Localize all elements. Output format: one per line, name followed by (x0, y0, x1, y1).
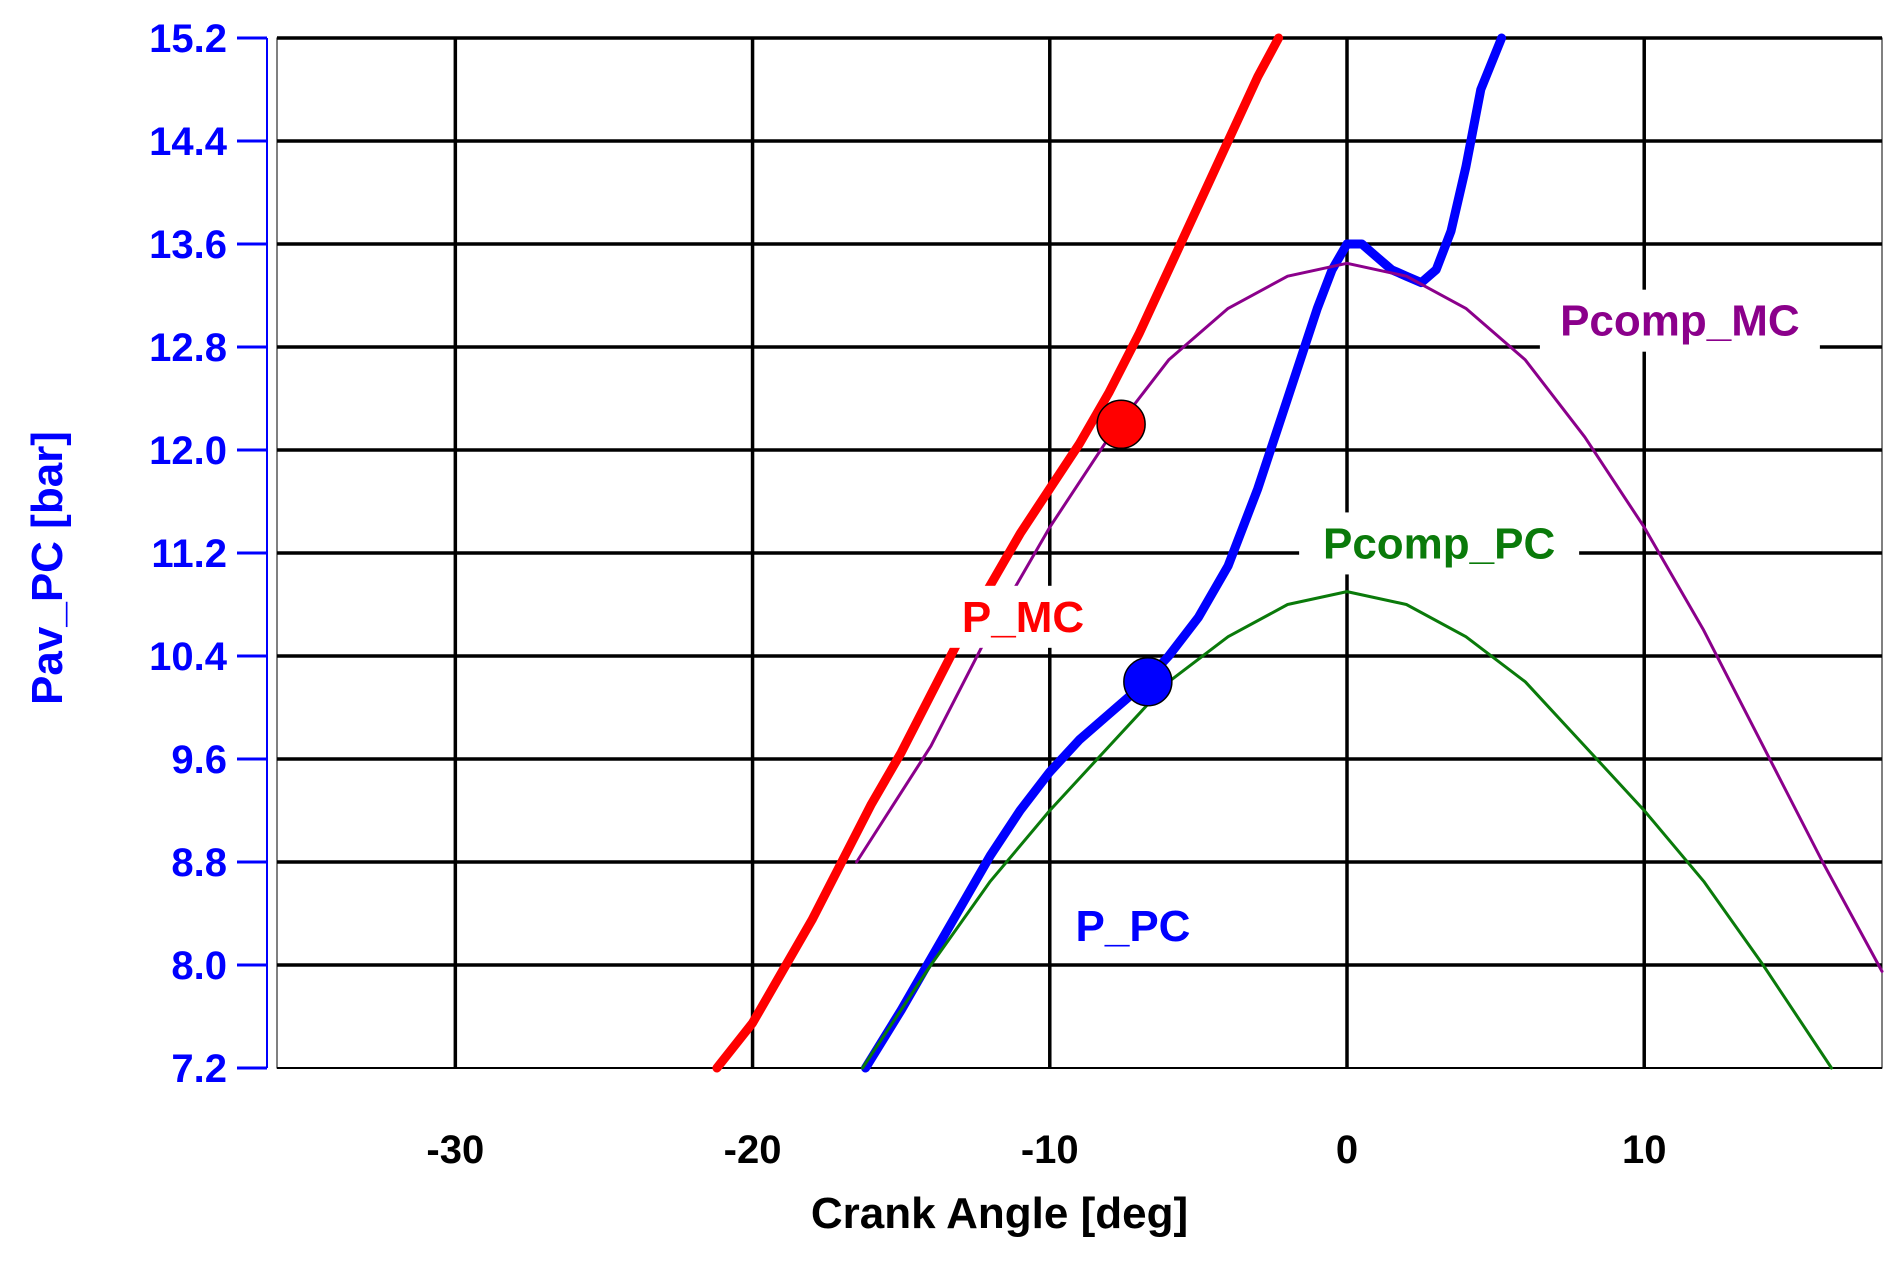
label-pcomp-pc-background (1299, 512, 1580, 575)
markers (1096, 399, 1173, 707)
y-tick-label: 7.2 (171, 1047, 227, 1091)
x-tick-label: -10 (1021, 1128, 1079, 1172)
series-line-p-pc (861, 33, 1507, 1073)
tick-labels: 7.2 8.0 8.8 9.6 10.4 11.2 12.0 12.8 13.6 14.4 15.2… (149, 17, 1666, 1172)
y-tick-label: 10.4 (149, 635, 228, 679)
y-tick-label: 11.2 (151, 532, 227, 576)
x-tick-label: -30 (426, 1128, 484, 1172)
y-tick-label: 12.0 (149, 429, 227, 473)
x-tick-label: -20 (724, 1128, 782, 1172)
x-tick-label: 0 (1336, 1128, 1358, 1172)
label-p-mc-background (943, 585, 1104, 648)
y-tick-label: 13.6 (149, 223, 227, 267)
y-tick-label: 15.2 (149, 17, 227, 61)
grid (276, 36, 1883, 1069)
pc-marker (1123, 657, 1173, 707)
label-p-pc: P_PC (1076, 902, 1191, 951)
axes (237, 36, 1882, 1070)
y-tick-label: 14.4 (149, 120, 228, 164)
y-tick-label: 9.6 (171, 738, 227, 782)
mc-marker (1096, 399, 1146, 449)
label-pcomp-mc-background (1539, 289, 1820, 352)
y-tick-label: 8.8 (171, 841, 227, 885)
x-axis-title: Crank Angle [deg] (811, 1189, 1188, 1238)
series (712, 33, 1884, 1073)
series-line-pcomp-mc (855, 261, 1884, 973)
series-line-pcomp-pc (861, 590, 1833, 1070)
label-pcomp-pc: Pcomp_PC (1323, 519, 1555, 568)
series-line-p-mc (712, 33, 1284, 1073)
x-tick-label: 10 (1622, 1128, 1667, 1172)
y-tick-label: 8.0 (171, 944, 227, 988)
series-labels: P_MC P_PC Pcomp_PC Pcomp_MC (943, 289, 1820, 957)
label-p-pc-background (1053, 894, 1213, 957)
label-pcomp-mc: Pcomp_MC (1560, 297, 1800, 346)
label-p-mc: P_MC (962, 593, 1084, 642)
y-tick-label: 12.8 (149, 326, 227, 370)
y-axis-title: Pav_PC [bar] (23, 431, 72, 705)
